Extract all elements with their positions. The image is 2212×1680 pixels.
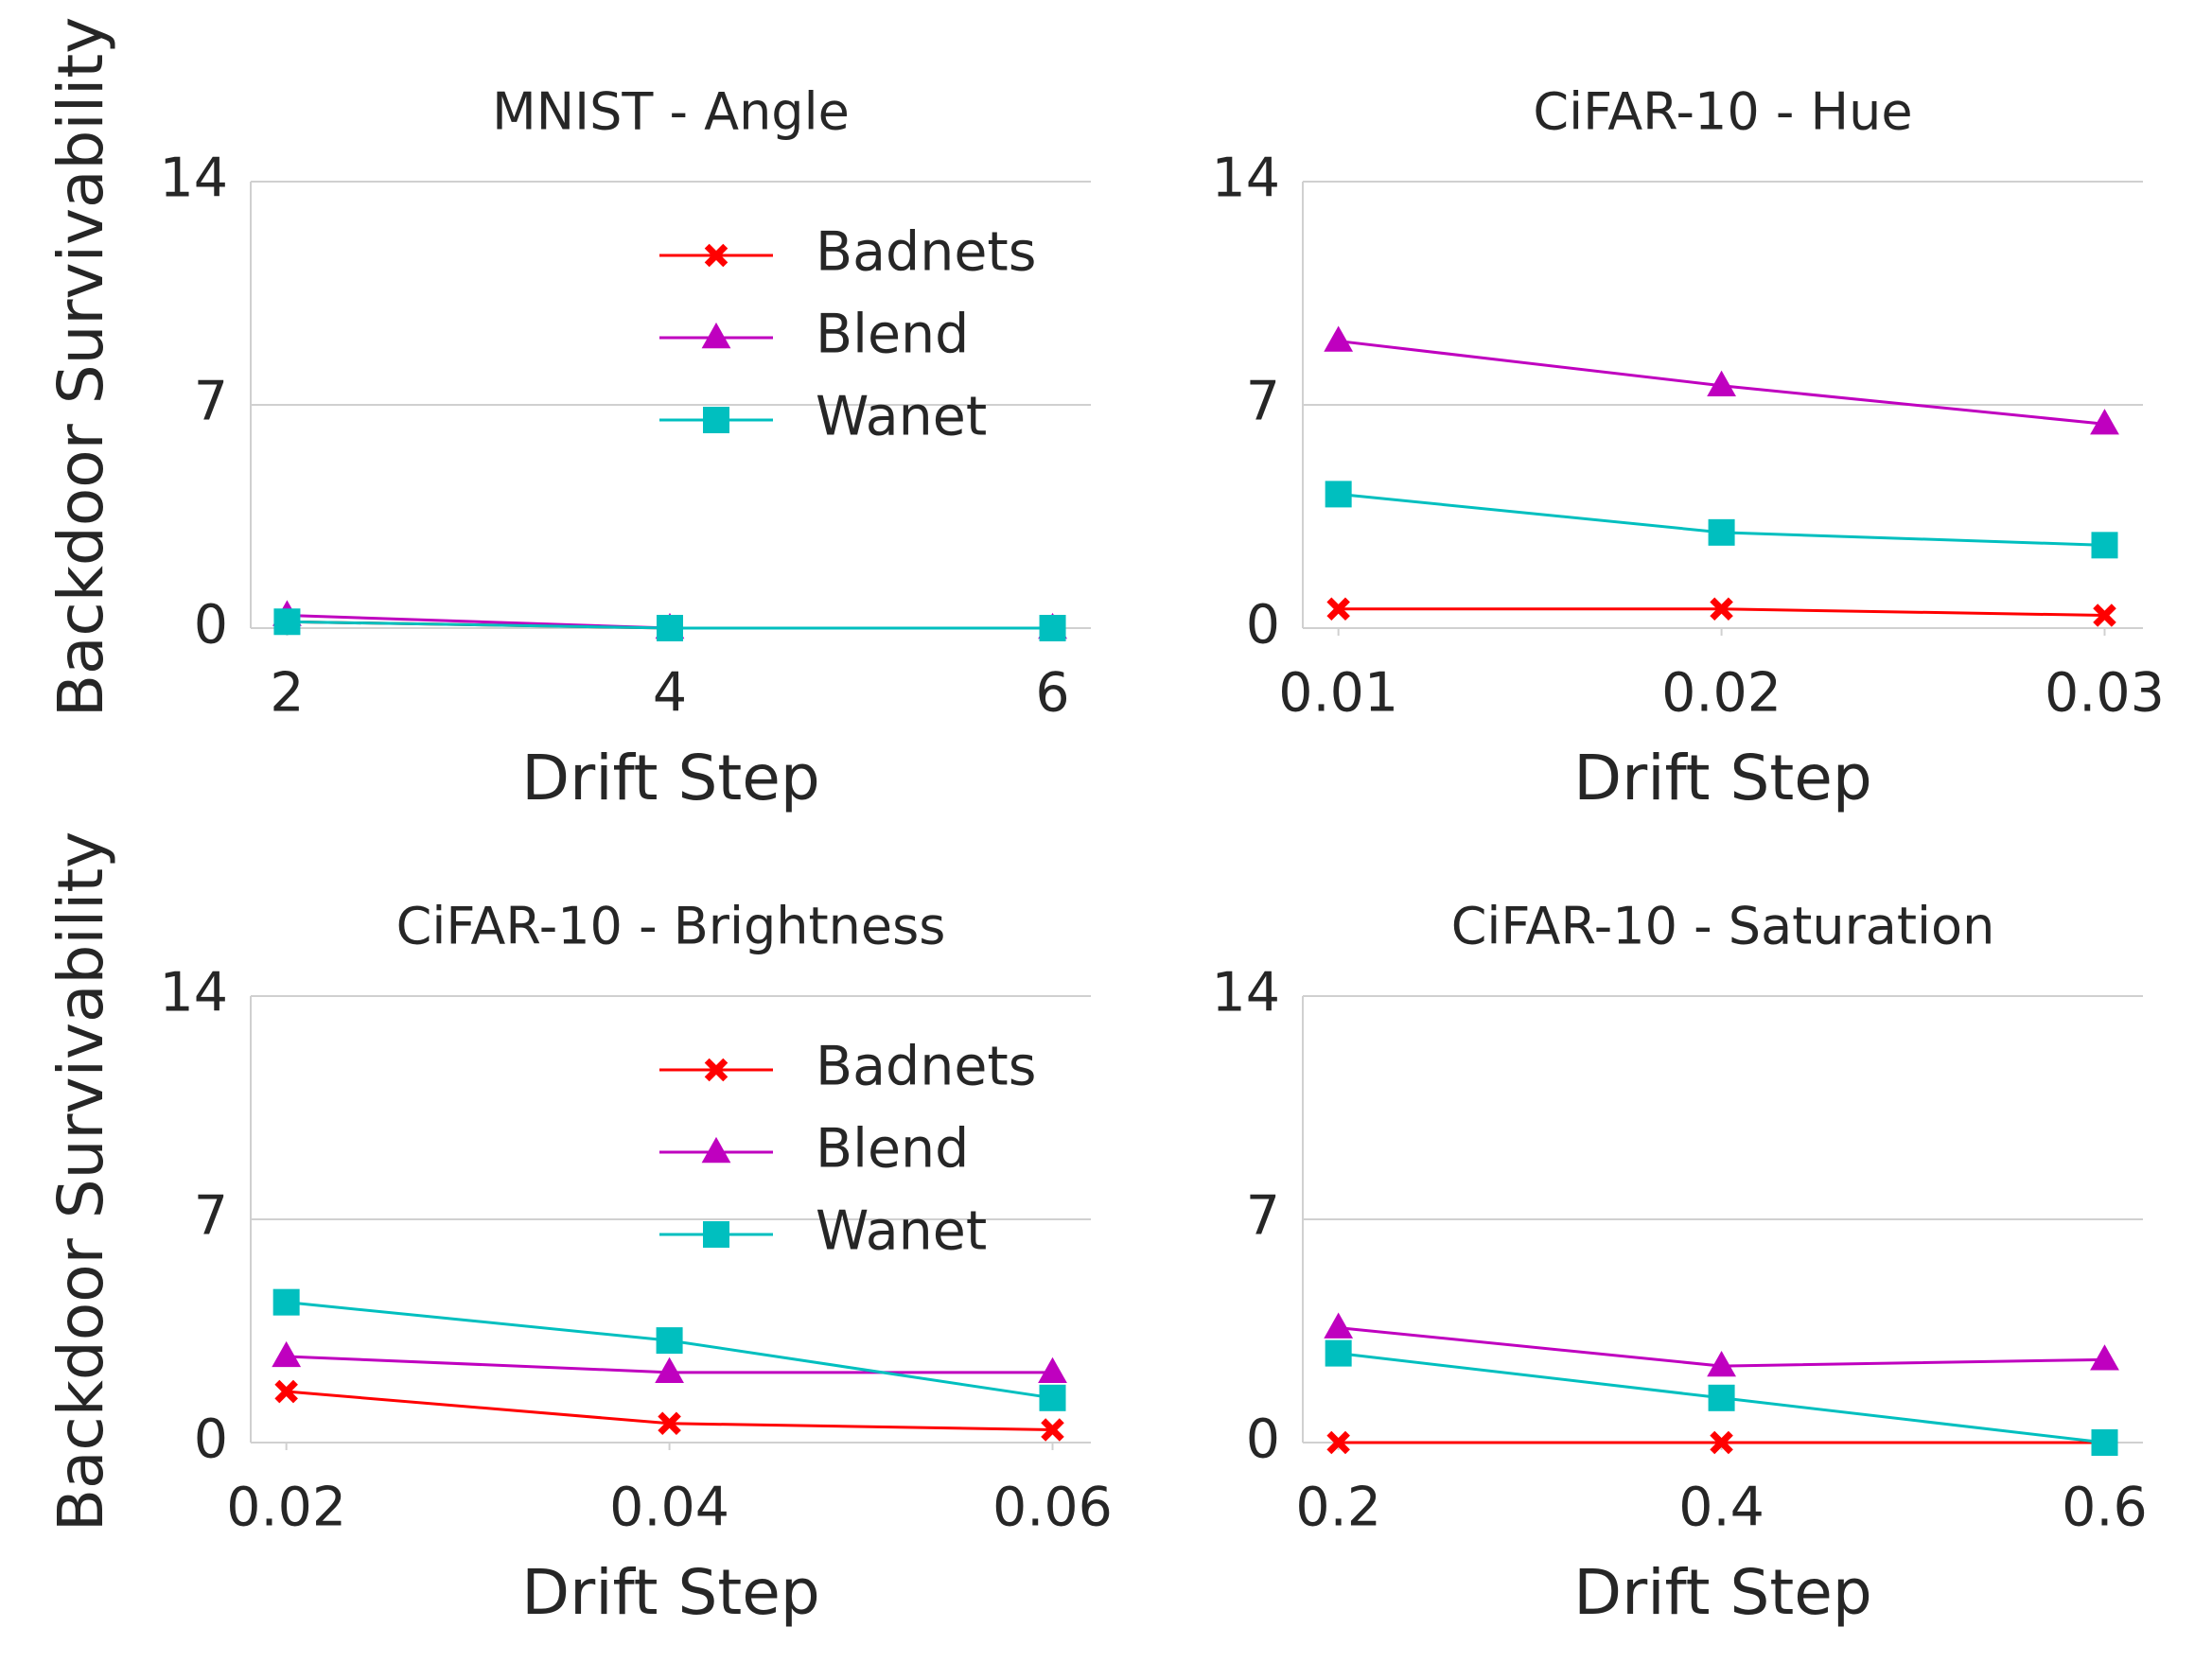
x-tick-label: 0.4 [1678, 1477, 1764, 1539]
marker [2090, 409, 2119, 435]
marker [656, 615, 683, 641]
y-tick-label: 14 [159, 148, 228, 210]
marker [1707, 370, 1736, 396]
marker [272, 1340, 302, 1368]
legend-label: Blend [816, 1118, 969, 1181]
marker [1710, 597, 1733, 621]
legend-label: Wanet [816, 386, 987, 448]
marker [1324, 325, 1354, 352]
x-axis-label: Drift Step [1573, 742, 1872, 814]
legend-label: Badnets [816, 1036, 1036, 1098]
legend-label: Badnets [816, 221, 1036, 284]
y-tick-label: 7 [194, 1185, 228, 1248]
x-tick-label: 4 [653, 662, 687, 725]
y-tick-label: 14 [159, 962, 228, 1024]
marker [1039, 1384, 1066, 1411]
marker [1324, 1312, 1354, 1339]
legend-marker [703, 1221, 729, 1248]
x-axis-label: Drift Step [521, 742, 820, 814]
marker [1325, 1339, 1352, 1367]
legend-label: Wanet [816, 1200, 987, 1263]
marker [1708, 1384, 1735, 1411]
x-axis-label: Drift Step [521, 1556, 820, 1629]
marker [2093, 604, 2116, 627]
marker [1038, 1356, 1067, 1384]
x-tick-label: 0.2 [1295, 1477, 1381, 1539]
marker [273, 608, 301, 636]
x-tick-label: 0.03 [2045, 662, 2165, 725]
marker [1041, 1418, 1064, 1442]
subplot-title: CiFAR-10 - Hue [1533, 82, 1912, 142]
y-tick-label: 0 [194, 594, 228, 656]
marker [1708, 518, 1735, 546]
subplot-title: MNIST - Angle [492, 82, 850, 142]
x-tick-label: 0.06 [992, 1477, 1113, 1539]
marker [274, 1379, 298, 1404]
y-tick-label: 0 [194, 1409, 228, 1471]
y-tick-label: 14 [1211, 962, 1280, 1024]
marker [2091, 1429, 2118, 1456]
marker [1710, 1430, 1733, 1455]
marker [656, 1327, 683, 1355]
y-tick-label: 7 [1246, 1185, 1280, 1248]
subplot: CiFAR-10 - Hue 0 7 14 0.01 0.02 0.03 Drift Step [1211, 82, 2164, 814]
legend-marker [703, 407, 729, 433]
marker [1039, 615, 1066, 641]
legend-label: Blend [816, 304, 969, 366]
x-tick-label: 0.04 [609, 1477, 729, 1539]
x-tick-label: 0.6 [2062, 1477, 2148, 1539]
marker [1326, 597, 1350, 621]
legend-marker [704, 1058, 729, 1082]
subplot: CiFAR-10 - Saturation 0 7 14 0.2 0.4 0.6 Drift … [1211, 897, 2147, 1629]
y-tick-label: 7 [194, 371, 228, 433]
marker [1707, 1350, 1736, 1377]
marker [2091, 532, 2118, 559]
subplot-title: CiFAR-10 - Brightness [396, 897, 946, 956]
y-axis-label: Backdoor Survivability [44, 831, 117, 1532]
marker [272, 1288, 300, 1316]
marker [2090, 1344, 2119, 1371]
x-tick-label: 0.01 [1278, 662, 1398, 725]
subplot: MNIST - Angle 0 7 14 2 4 6 Drift Step Backdoor S… [44, 17, 1091, 814]
x-tick-label: 6 [1035, 662, 1069, 725]
subplot: CiFAR-10 - Brightness 0 7 14 0.02 0.04 0.06 Dri… [44, 831, 1113, 1629]
x-tick-label: 2 [270, 662, 304, 725]
y-tick-label: 0 [1246, 1409, 1280, 1471]
y-axis-label: Backdoor Survivability [44, 17, 117, 718]
y-tick-label: 14 [1211, 148, 1280, 210]
legend-marker [701, 322, 731, 349]
marker [1325, 481, 1352, 508]
y-tick-label: 7 [1246, 371, 1280, 433]
marker [658, 1411, 681, 1436]
marker [1326, 1430, 1350, 1455]
subplot-title: CiFAR-10 - Saturation [1451, 897, 1995, 956]
marker [655, 1356, 684, 1384]
x-tick-label: 0.02 [226, 1477, 346, 1539]
x-tick-label: 0.02 [1661, 662, 1782, 725]
legend-marker [701, 1136, 731, 1164]
legend-marker [704, 243, 729, 268]
x-axis-label: Drift Step [1573, 1556, 1872, 1629]
y-tick-label: 0 [1246, 594, 1280, 656]
